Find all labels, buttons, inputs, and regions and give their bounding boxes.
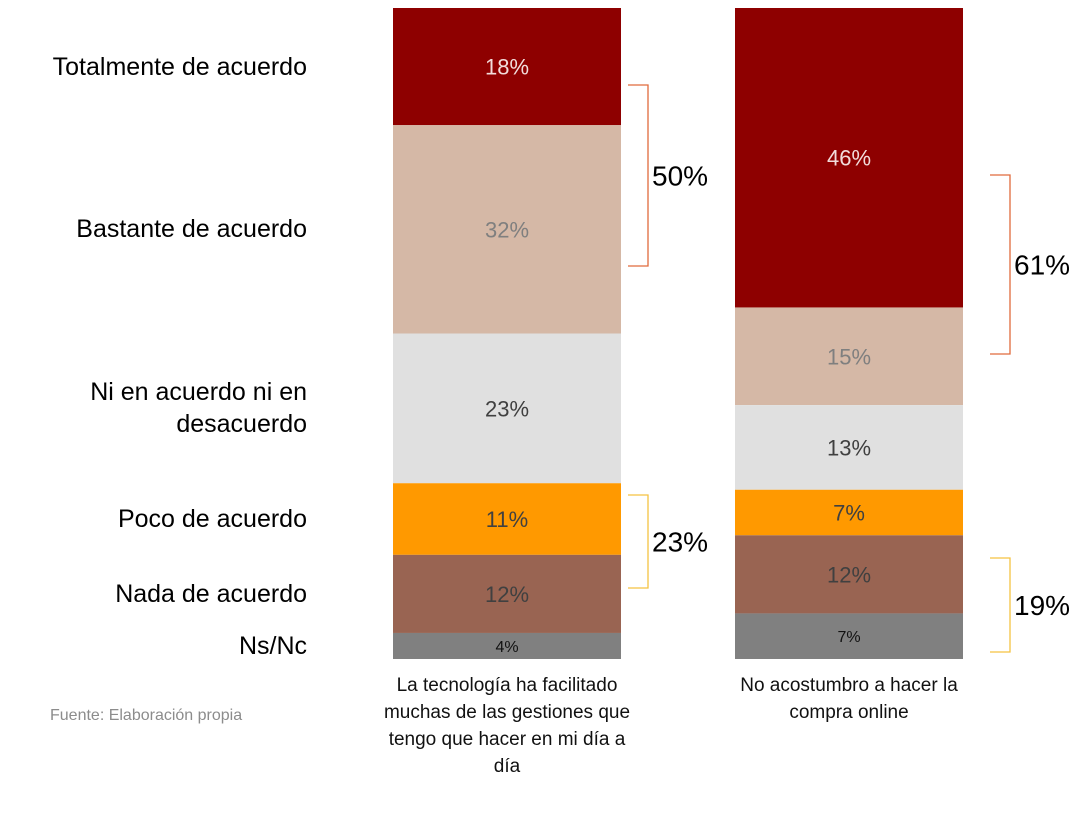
value-label: 18% bbox=[485, 55, 529, 80]
bar-segment bbox=[393, 483, 621, 555]
bar-segment bbox=[393, 125, 621, 334]
annotation: 23% bbox=[652, 527, 708, 558]
value-label: 15% bbox=[827, 344, 871, 369]
value-label: 7% bbox=[837, 629, 860, 646]
category-label: No acostumbro a hacer la compra online bbox=[740, 675, 958, 723]
bracket bbox=[990, 557, 1011, 653]
bar-segment bbox=[393, 333, 621, 484]
bar-segment bbox=[393, 8, 621, 126]
value-label: 32% bbox=[485, 217, 529, 242]
value-label: 12% bbox=[827, 562, 871, 587]
legend-label: Bastante de acuerdo bbox=[76, 215, 307, 244]
legend-label: Ni en acuerdo ni en desacuerdo bbox=[90, 378, 307, 439]
bar-segment bbox=[735, 307, 963, 406]
value-label: 7% bbox=[833, 501, 865, 526]
bar-segment bbox=[735, 535, 963, 614]
bar-segment bbox=[735, 613, 963, 659]
value-label: 12% bbox=[485, 582, 529, 607]
bar-segment bbox=[735, 405, 963, 490]
legend-label: Ns/Nc bbox=[238, 631, 307, 660]
annotation: 61% bbox=[1014, 250, 1070, 281]
bar-segment bbox=[735, 8, 963, 308]
annotation: 19% bbox=[1014, 590, 1070, 621]
value-label: 11% bbox=[486, 507, 528, 532]
bar-segment bbox=[735, 489, 963, 536]
annotation: 50% bbox=[652, 161, 708, 192]
legend-label: Poco de acuerdo bbox=[117, 505, 307, 534]
value-label: 46% bbox=[827, 146, 871, 171]
bracket bbox=[628, 84, 649, 267]
bracket bbox=[628, 494, 649, 589]
bar-segment bbox=[393, 554, 621, 633]
legend-label: Nada de acuerdo bbox=[115, 579, 307, 608]
value-label: 13% bbox=[827, 435, 871, 460]
bracket bbox=[990, 174, 1011, 355]
category-label: La tecnología ha facilitado muchas de la… bbox=[383, 675, 631, 777]
bar-segment bbox=[393, 632, 621, 659]
legend-label: Totalmente de acuerdo bbox=[52, 52, 307, 81]
value-label: 23% bbox=[485, 396, 529, 421]
value-label: 4% bbox=[495, 639, 518, 656]
source-note: Fuente: Elaboración propia bbox=[50, 707, 243, 724]
